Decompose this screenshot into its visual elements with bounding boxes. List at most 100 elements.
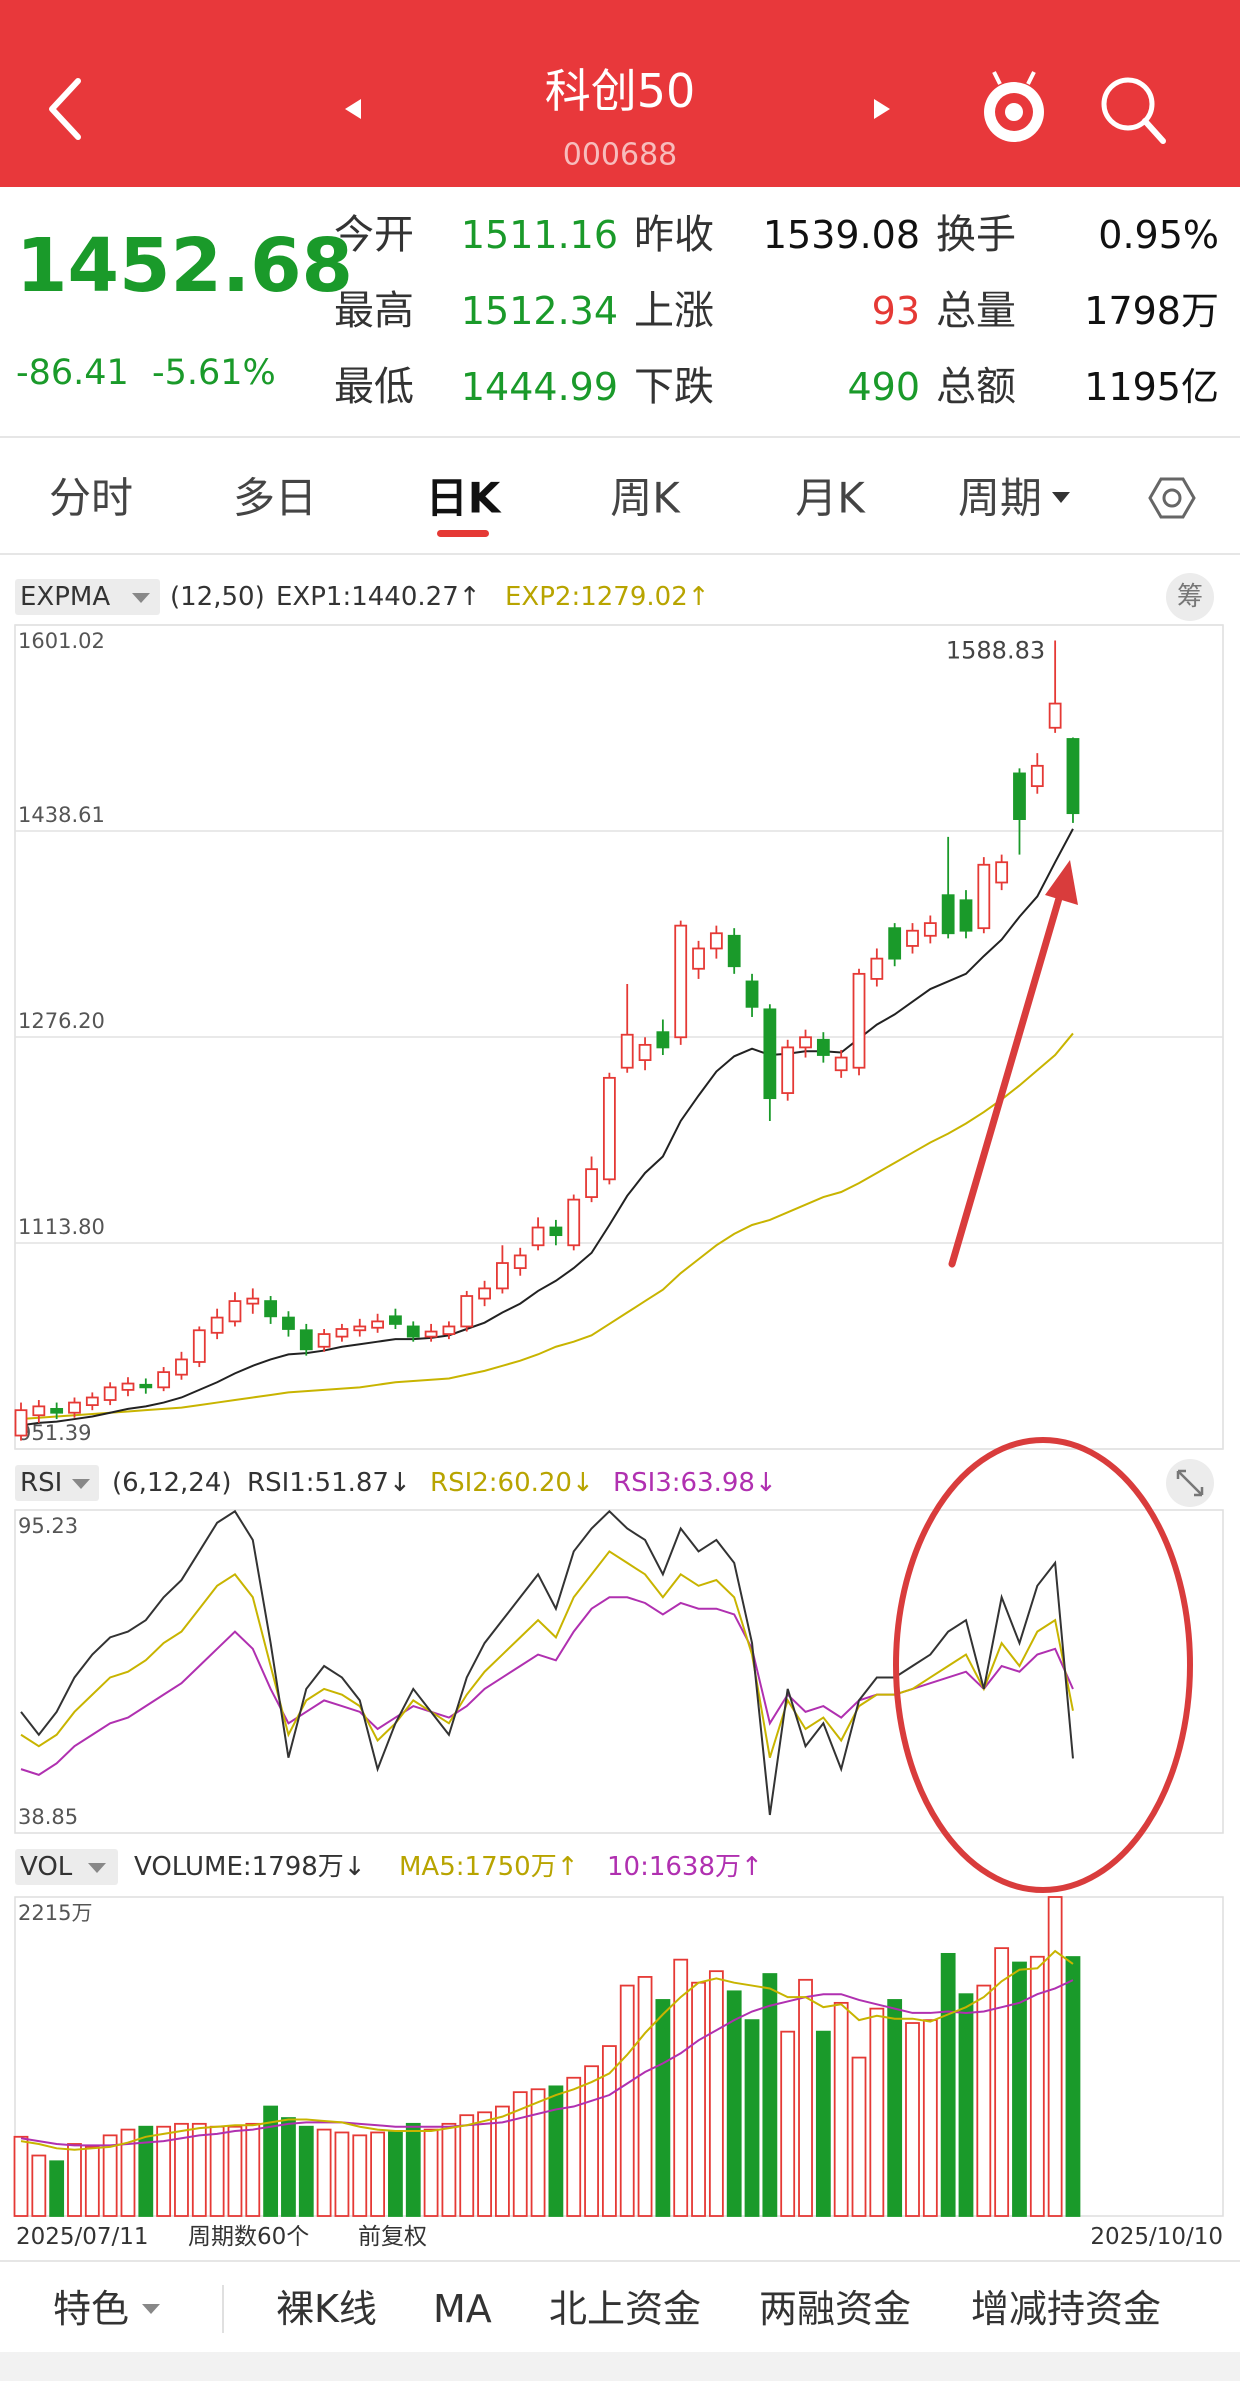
quote-label: 昨收 (634, 212, 714, 258)
period-tab[interactable]: 多日 (233, 474, 317, 523)
candle-body (353, 1325, 367, 1332)
legend-volume: VOLUME:1798万↓ (134, 1852, 366, 1882)
y-tick-label: 95.23 (18, 1514, 78, 1538)
candle-body (674, 924, 688, 1039)
candle-body (389, 1315, 402, 1325)
volume-bar (1029, 1955, 1045, 2217)
volume-bar (815, 2030, 831, 2217)
quote-label: 最高 (334, 288, 414, 334)
bottom-bar (0, 2352, 1240, 2381)
volume-bar (13, 2135, 29, 2217)
volume-bar (334, 2131, 350, 2217)
chip-label: 筹 (1177, 582, 1203, 612)
volume-bar (922, 2019, 938, 2217)
quote-value: 93 (872, 289, 920, 333)
chart-frame (14, 1509, 1224, 1834)
volume-bar (174, 2122, 189, 2217)
candle-body (709, 932, 723, 950)
volume-bar (441, 2122, 457, 2217)
candle-body (692, 947, 705, 970)
quote-label: 最低 (334, 364, 414, 410)
legend-rsi2: RSI2:60.20↓ (430, 1468, 594, 1498)
volume-bar (459, 2114, 475, 2217)
y-tick-label: 1276.20 (18, 1009, 105, 1033)
volume-bar (191, 2122, 207, 2217)
annotation (893, 860, 1193, 1893)
charts: 1601.021438.611276.201113.80951.391588.8… (13, 624, 1224, 2217)
candle-body (246, 1297, 260, 1305)
legend-ma10: 10:1638万↑ (607, 1852, 763, 1882)
prev-button[interactable] (345, 99, 361, 119)
dropdown-caret (88, 1863, 106, 1873)
quote-label: 今开 (334, 212, 414, 258)
legend-exp2: EXP2:1279.02↑ (505, 582, 710, 612)
quote-value: 1195亿 (1084, 365, 1219, 409)
period-tab[interactable]: 日K (426, 474, 502, 523)
volume-bar (869, 2007, 885, 2217)
candle-body (192, 1329, 206, 1363)
expand-button[interactable] (1166, 1459, 1214, 1507)
candle-body (923, 922, 937, 937)
quote-value: 0.95% (1098, 213, 1219, 257)
feature-tab[interactable]: 北上资金 (549, 2287, 701, 2331)
y-tick-label: 38.85 (18, 1805, 78, 1829)
quote-value: 1444.99 (461, 365, 618, 409)
adjust-mode: 前复权 (358, 2224, 427, 2250)
volume-bar (940, 1952, 956, 2217)
feature-tab[interactable]: MA (433, 2287, 492, 2331)
volume-bar (1065, 1956, 1081, 2217)
quote-value: 1539.08 (763, 213, 920, 257)
candle-body (299, 1329, 313, 1351)
volume-bar (156, 2125, 172, 2217)
quote-value: 490 (847, 365, 920, 409)
date-end: 2025/10/10 (1090, 2224, 1223, 2250)
volume-bar (138, 2125, 154, 2217)
candle-body (85, 1396, 99, 1407)
indicator-select[interactable] (15, 1465, 99, 1501)
volume-bar (512, 2091, 528, 2217)
candle-body (995, 861, 1009, 884)
volume-bar (691, 1981, 706, 2217)
volume-bar (798, 1978, 813, 2217)
volume-bar (423, 2128, 439, 2217)
dropdown-caret (132, 593, 150, 603)
next-button[interactable] (874, 99, 890, 119)
candle-body (121, 1382, 135, 1391)
candle-body (602, 1076, 616, 1181)
volume-bar (530, 2088, 546, 2217)
feature-tab[interactable]: 两融资金 (759, 2287, 911, 2331)
candle-body (282, 1316, 295, 1330)
indicator-select[interactable] (15, 579, 160, 615)
volume-bar (584, 2065, 599, 2217)
feature-tab[interactable]: 裸K线 (276, 2287, 377, 2331)
settings-icon[interactable] (1148, 477, 1196, 519)
volume-bar (1047, 1896, 1063, 2217)
y-tick-label: 1601.02 (18, 629, 105, 653)
chip-button[interactable] (1166, 573, 1214, 621)
volume-bar (49, 2160, 65, 2217)
volume-bar (601, 2045, 617, 2217)
ma10-line (20, 1979, 1074, 2147)
feature-tab[interactable]: 特色 (53, 2287, 129, 2331)
period-tab[interactable]: 月K (795, 474, 866, 523)
price-change: -86.41 (16, 353, 129, 393)
indicator-name: VOL (20, 1852, 73, 1882)
mascot-icon[interactable] (984, 71, 1044, 142)
candle-body (442, 1325, 456, 1335)
period-tab[interactable]: 周期 (958, 474, 1042, 523)
back-button[interactable] (49, 78, 81, 140)
period-count: 周期数60个 (188, 2224, 309, 2250)
tab-underline (437, 530, 489, 537)
exp1-line (20, 828, 1074, 1427)
candle-body (906, 929, 919, 947)
volume-bar (619, 1984, 635, 2217)
feature-tab[interactable]: 增减持资金 (971, 2287, 1161, 2331)
volume-bar (370, 2131, 386, 2217)
candle-body (424, 1330, 438, 1338)
period-tab[interactable]: 周K (610, 474, 681, 523)
period-tab[interactable]: 分时 (49, 474, 133, 523)
search-button[interactable] (1101, 77, 1166, 144)
stock-title: 科创50 (545, 64, 696, 118)
indicator-select[interactable] (15, 1849, 118, 1885)
